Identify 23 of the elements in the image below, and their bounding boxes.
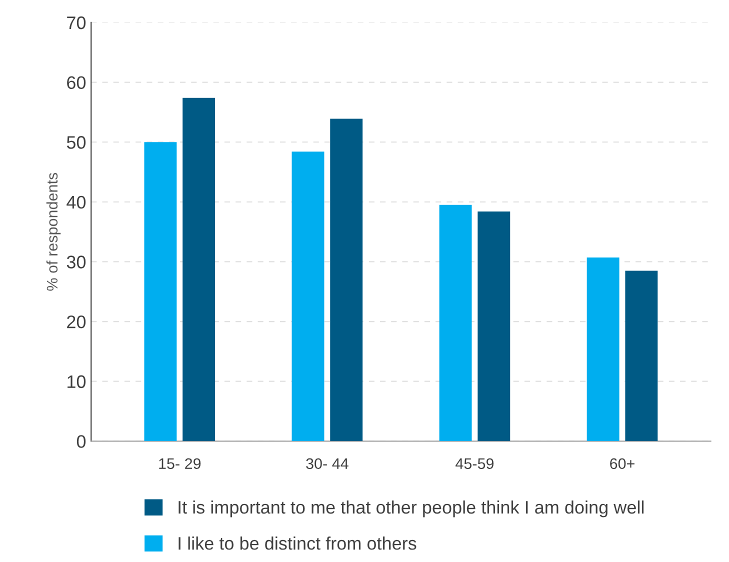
bar	[439, 204, 472, 442]
y-tick-label: 60	[67, 76, 86, 90]
bar	[182, 98, 216, 442]
x-tick-label: 15- 29	[159, 458, 201, 470]
y-tick-label: 50	[66, 136, 86, 149]
y-axis-title: % of respondents	[46, 172, 61, 291]
bar	[144, 142, 177, 442]
legend-label: It is important to me that other people think I am doing well	[178, 500, 644, 518]
bar	[625, 270, 658, 442]
x-tick-label: 45-59	[456, 458, 494, 470]
bar	[478, 211, 510, 442]
y-tick-label: 20	[67, 315, 86, 328]
y-tick-label: 70	[67, 16, 86, 30]
x-tick-label: 30- 44	[306, 458, 348, 470]
y-tick-label: 10	[68, 375, 86, 388]
x-tick-label: 60+	[610, 458, 634, 470]
y-tick-label: 40	[66, 196, 86, 209]
bar	[586, 258, 620, 442]
bar	[330, 118, 363, 442]
y-tick-label: 0	[76, 435, 86, 448]
bar	[292, 152, 324, 442]
legend-label: I like to be distinct from others	[178, 536, 416, 550]
y-tick-label: 30	[66, 256, 86, 268]
